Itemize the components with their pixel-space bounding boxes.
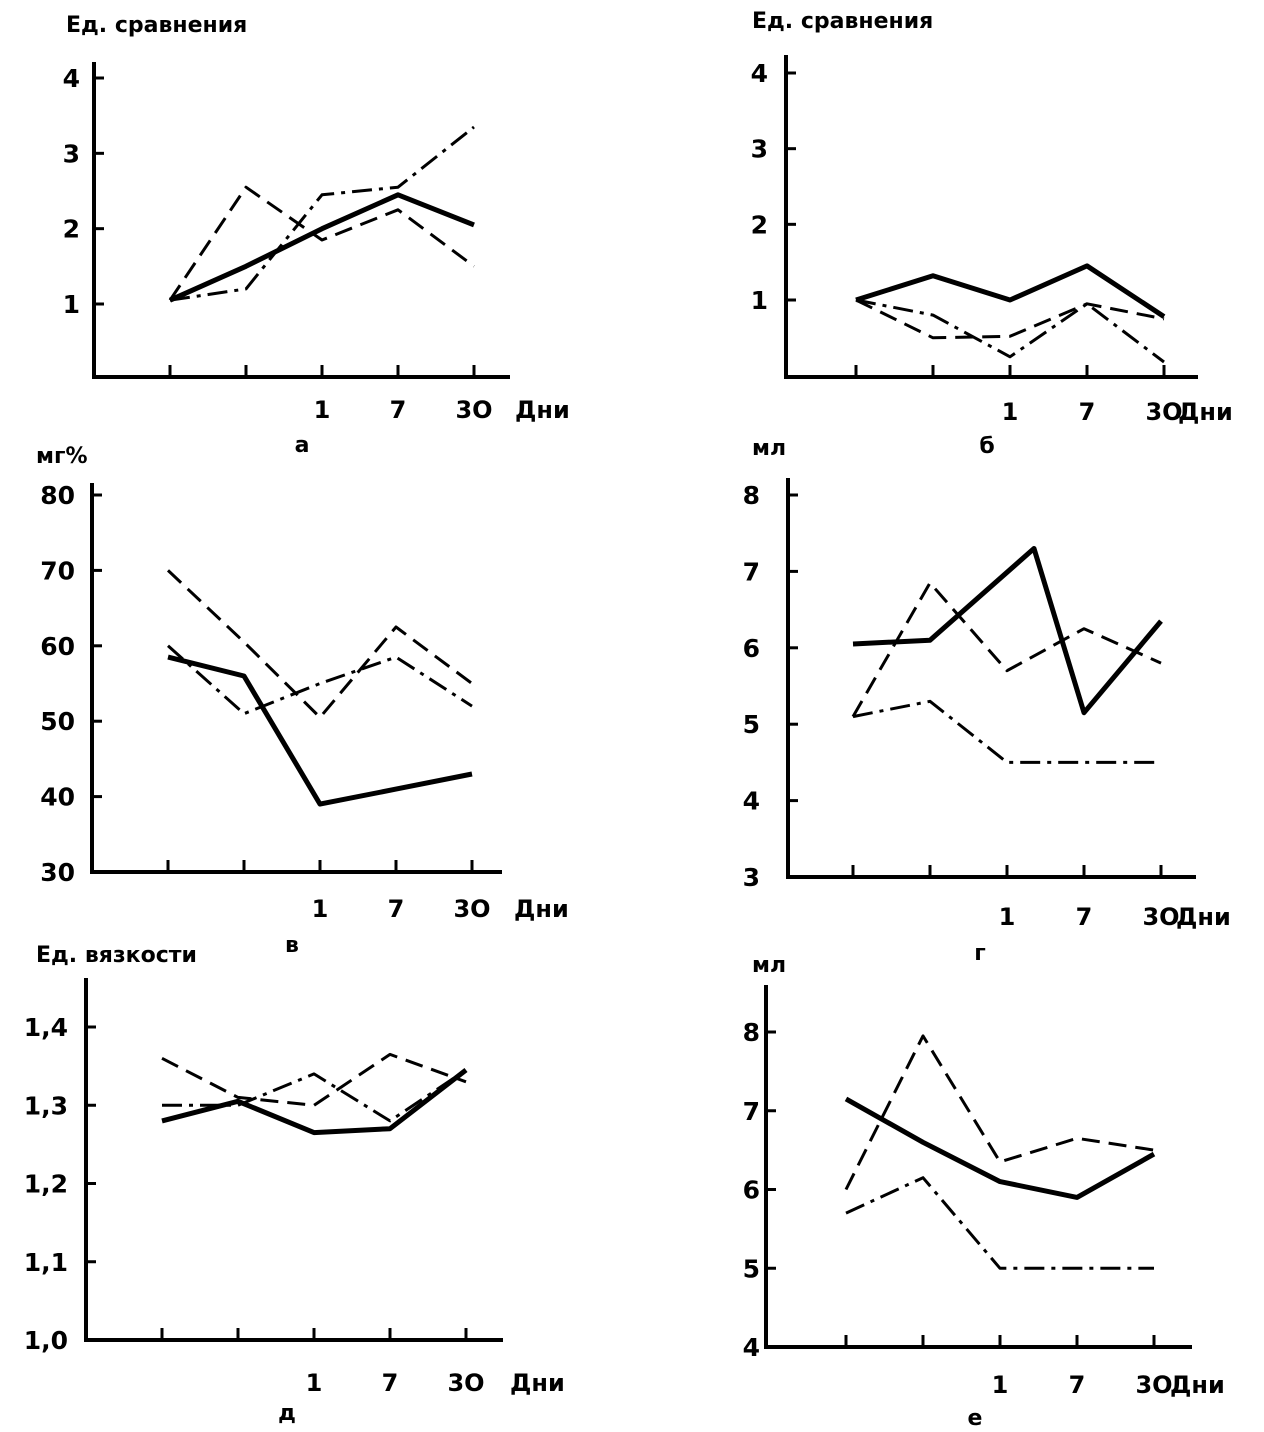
panel-6-y-tick-label: 7: [743, 1097, 760, 1126]
panel-1-y-tick-label: 3: [63, 139, 80, 168]
panel-5-x-tick-label: 1: [306, 1369, 323, 1397]
panel-3-series-dashdot-line: [167, 644, 473, 716]
panel-3-series-dashed-line: [166, 569, 473, 719]
panel-2-y-axis-label: Ед. сравнения: [752, 9, 933, 34]
panel-3-letter: в: [285, 933, 299, 958]
panel-1-x-tick-label: 3О: [455, 396, 492, 424]
panel-4-x-unit-label: Дни: [1176, 903, 1231, 931]
panel-1-y-tick-label: 4: [63, 64, 80, 93]
panel-2-letter: б: [979, 434, 994, 459]
panel-2-series-solid-line: [855, 263, 1166, 319]
panel-4-y-tick-label: 6: [743, 634, 760, 663]
panel-1-series-solid-line: [168, 192, 475, 303]
panel-4-y-tick-label: 5: [743, 710, 760, 739]
panel-5-series-dashdot-line: [162, 1068, 467, 1123]
panel-4-y-axis-label: мл: [752, 436, 786, 461]
panel-2-series-dashed-line: [855, 298, 1165, 340]
panel-4-y-tick-label: 7: [743, 557, 760, 586]
panel-4-x-tick-label: 1: [999, 903, 1016, 931]
panel-2-x-unit-label: Дни: [1178, 398, 1233, 426]
panel-5-x-unit-label: Дни: [510, 1369, 565, 1397]
panel-3-y-tick-label: 30: [40, 858, 75, 887]
panel-6-y-tick-label: 8: [743, 1018, 760, 1047]
panel-2-y-tick-label: 1: [751, 286, 768, 315]
panel-3-y-tick-label: 40: [40, 783, 75, 812]
panel-1-y-axis-label: Ед. сравнения: [66, 13, 247, 38]
panel-1-letter: а: [295, 433, 310, 458]
panel-1-series-dashed-line: [168, 185, 475, 302]
panel-5-y-axis-label: Ед. вязкости: [36, 943, 197, 968]
panel-3-x-tick-label: 3О: [453, 895, 490, 923]
panel-3-y-tick-label: 60: [40, 632, 75, 661]
panel-4-y-tick-label: 4: [743, 787, 760, 816]
panel-6-y-tick-label: 4: [743, 1333, 760, 1362]
panel-4-series-solid-line: [852, 546, 1163, 716]
panel-2-y-tick-label: 2: [751, 210, 768, 239]
panel-6-y-axis-label: мл: [752, 953, 786, 978]
panel-5-y-tick-label: 1,2: [24, 1170, 68, 1199]
panel-1-x-tick-label: 1: [314, 396, 331, 424]
panel-3-x-tick-label: 1: [312, 895, 329, 923]
panel-6-y-tick-label: 6: [743, 1176, 760, 1205]
panel-5-y-tick-label: 1,1: [24, 1248, 68, 1277]
panel-4-y-tick-label: 3: [743, 863, 760, 892]
panel-4-series-dashed-line: [851, 581, 1162, 718]
panel-5-y-tick-label: 1,0: [24, 1326, 68, 1355]
panel-3-x-unit-label: Дни: [514, 895, 569, 923]
panel-2-y-tick-label: 3: [751, 135, 768, 164]
panel-2-x-tick-label: 1: [1002, 398, 1019, 426]
panel-3-y-tick-label: 80: [40, 481, 75, 510]
panel-5-letter: д: [278, 1401, 296, 1426]
panel-1-y-tick-label: 1: [63, 290, 80, 319]
panel-6-x-tick-label: 3О: [1135, 1371, 1172, 1399]
panel-5-series-dashed-line: [161, 1052, 467, 1107]
panel-3-y-tick-label: 70: [40, 556, 75, 585]
panel-1-y-tick-label: 2: [63, 215, 80, 244]
panel-5-x-tick-label: 7: [382, 1369, 399, 1397]
panel-5-y-tick-label: 1,3: [24, 1091, 68, 1120]
panel-6-series-solid-line: [844, 1096, 1156, 1200]
panel-4-y-tick-label: 8: [743, 481, 760, 510]
panel-3-y-tick-label: 50: [40, 707, 75, 736]
panel-5-x-tick-label: 3О: [447, 1369, 484, 1397]
panel-4-letter: г: [974, 941, 986, 966]
panel-4-x-tick-label: 7: [1076, 903, 1093, 931]
panel-6-x-tick-label: 1: [992, 1371, 1009, 1399]
panel-6-series-dashed-line: [844, 1034, 1155, 1191]
panel-2-x-tick-label: 3О: [1145, 398, 1182, 426]
panel-2-y-tick-label: 4: [751, 59, 768, 88]
panel-6-y-tick-label: 5: [743, 1254, 760, 1283]
panel-3-x-tick-label: 7: [388, 895, 405, 923]
panel-5-y-tick-label: 1,4: [24, 1013, 68, 1042]
panel-6-letter: е: [968, 1406, 983, 1431]
panel-1-x-tick-label: 7: [390, 396, 407, 424]
panel-1-x-unit-label: Дни: [515, 396, 570, 424]
panel-3-y-axis-label: мг%: [36, 444, 88, 469]
panel-6-x-tick-label: 7: [1069, 1371, 1086, 1399]
panel-6-series-dashdot-line: [845, 1176, 1154, 1270]
panel-2-x-tick-label: 7: [1079, 398, 1096, 426]
panel-2-series-dashdot-line: [855, 298, 1165, 364]
panel-3-series-solid-line: [167, 654, 473, 807]
panel-5-series-solid-line: [161, 1068, 468, 1136]
panel-1-series-dashdot-line: [169, 125, 475, 302]
panel-6-x-unit-label: Дни: [1170, 1371, 1225, 1399]
panel-4-x-tick-label: 3О: [1142, 903, 1179, 931]
panel-4-series-dashdot-line: [852, 699, 1161, 764]
